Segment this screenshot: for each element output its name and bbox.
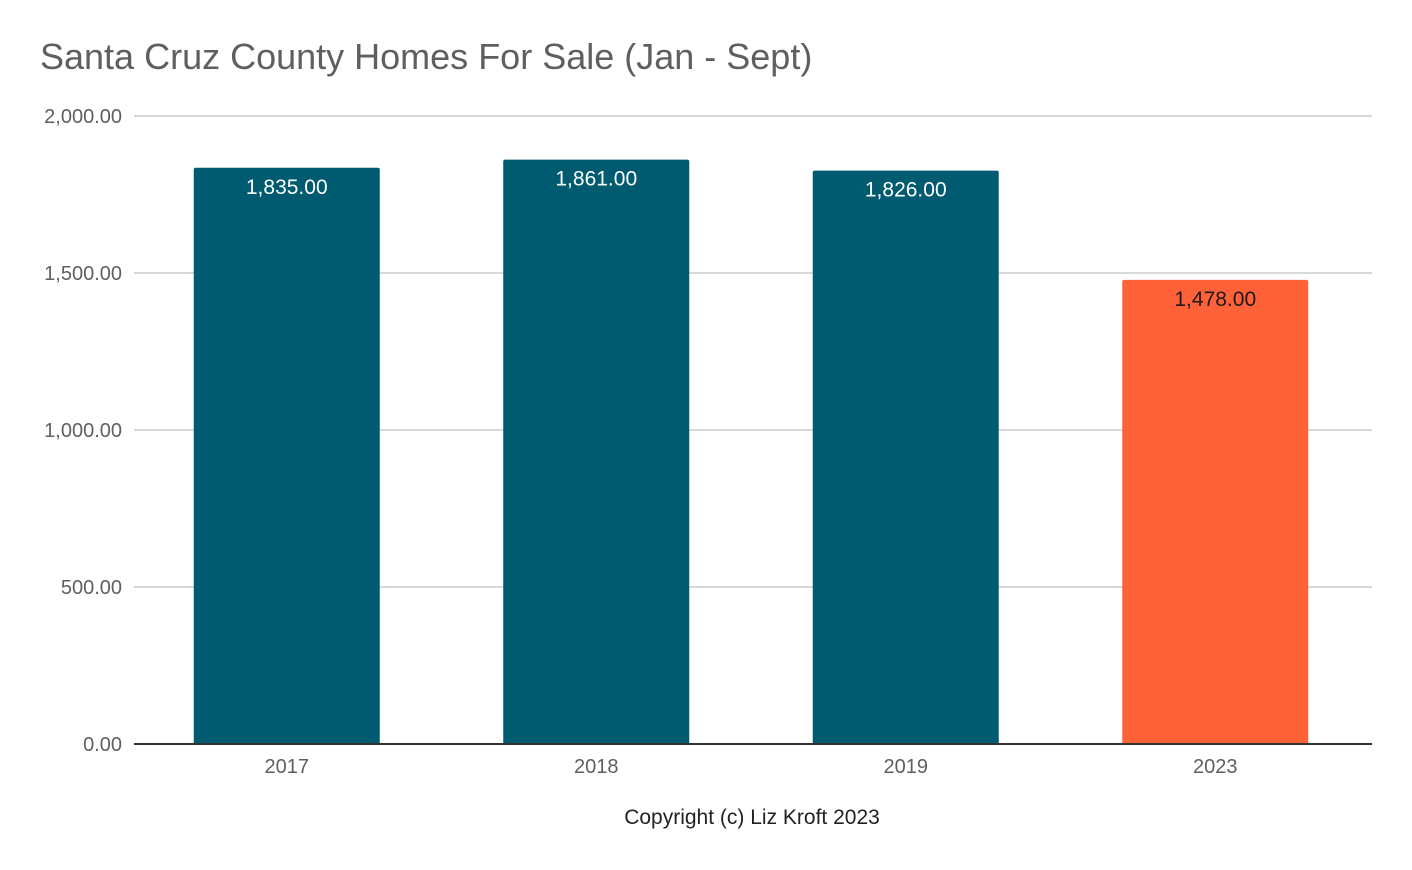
bar-2023 <box>1122 279 1309 744</box>
bar-2017 <box>193 167 380 744</box>
data-label: 1,835.00 <box>246 176 328 199</box>
y-tick-label: 1,000.00 <box>44 420 122 442</box>
chart-title: Santa Cruz County Homes For Sale (Jan - … <box>40 36 813 77</box>
bar-2018 <box>503 159 690 744</box>
y-tick-label: 0.00 <box>83 734 122 756</box>
data-label: 1,861.00 <box>555 168 637 191</box>
y-tick-label: 1,500.00 <box>44 263 122 285</box>
x-tick-label: 2017 <box>265 756 310 778</box>
bar-2019 <box>812 170 999 745</box>
x-axis-label: Copyright (c) Liz Kroft 2023 <box>624 806 880 829</box>
bars <box>193 159 1309 745</box>
data-label: 1,826.00 <box>865 179 947 202</box>
x-tick-label: 2023 <box>1193 756 1238 778</box>
x-axis-ticks: 2017 2018 2019 2023 <box>265 756 1238 778</box>
x-tick-label: 2018 <box>574 756 619 778</box>
x-tick-label: 2019 <box>884 756 929 778</box>
y-tick-label: 2,000.00 <box>44 106 122 128</box>
data-label: 1,478.00 <box>1174 288 1256 311</box>
data-labels: 1,835.00 1,861.00 1,826.00 1,478.00 <box>246 168 1256 311</box>
y-axis-ticks: 0.00 500.00 1,000.00 1,500.00 2,000.00 <box>44 106 122 756</box>
y-tick-label: 500.00 <box>61 577 122 599</box>
